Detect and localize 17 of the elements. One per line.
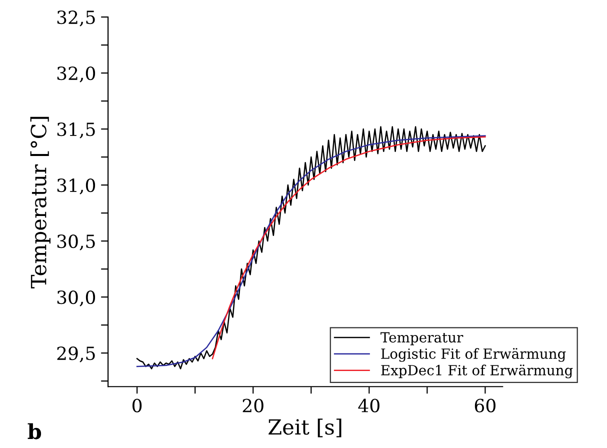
- x-tick-label: 40: [358, 398, 380, 412]
- y-tick-label: 31,0: [57, 178, 96, 194]
- x-tick-label: 0: [132, 398, 142, 412]
- legend-label: ExpDec1 Fit of Erwärmung: [381, 364, 573, 378]
- y-tick-label: 29,5: [57, 346, 95, 362]
- legend-label: Logistic Fit of Erwärmung: [381, 348, 566, 362]
- y-tick-label: 32,0: [57, 66, 96, 82]
- text: b: [28, 423, 42, 440]
- x-tick-label: 60: [474, 398, 496, 412]
- y-tick-label: 32,5: [57, 10, 95, 26]
- legend-label: Temperatur: [380, 332, 464, 346]
- y-axis-title: Temperatur [°C]: [30, 116, 50, 288]
- x-tick-label: 20: [242, 398, 264, 412]
- y-tick-label: 30,5: [57, 234, 95, 250]
- y-tick-label: 30,0: [57, 290, 96, 306]
- x-axis-title: Zeit [s]: [268, 418, 342, 438]
- y-tick-label: 31,5: [57, 122, 95, 138]
